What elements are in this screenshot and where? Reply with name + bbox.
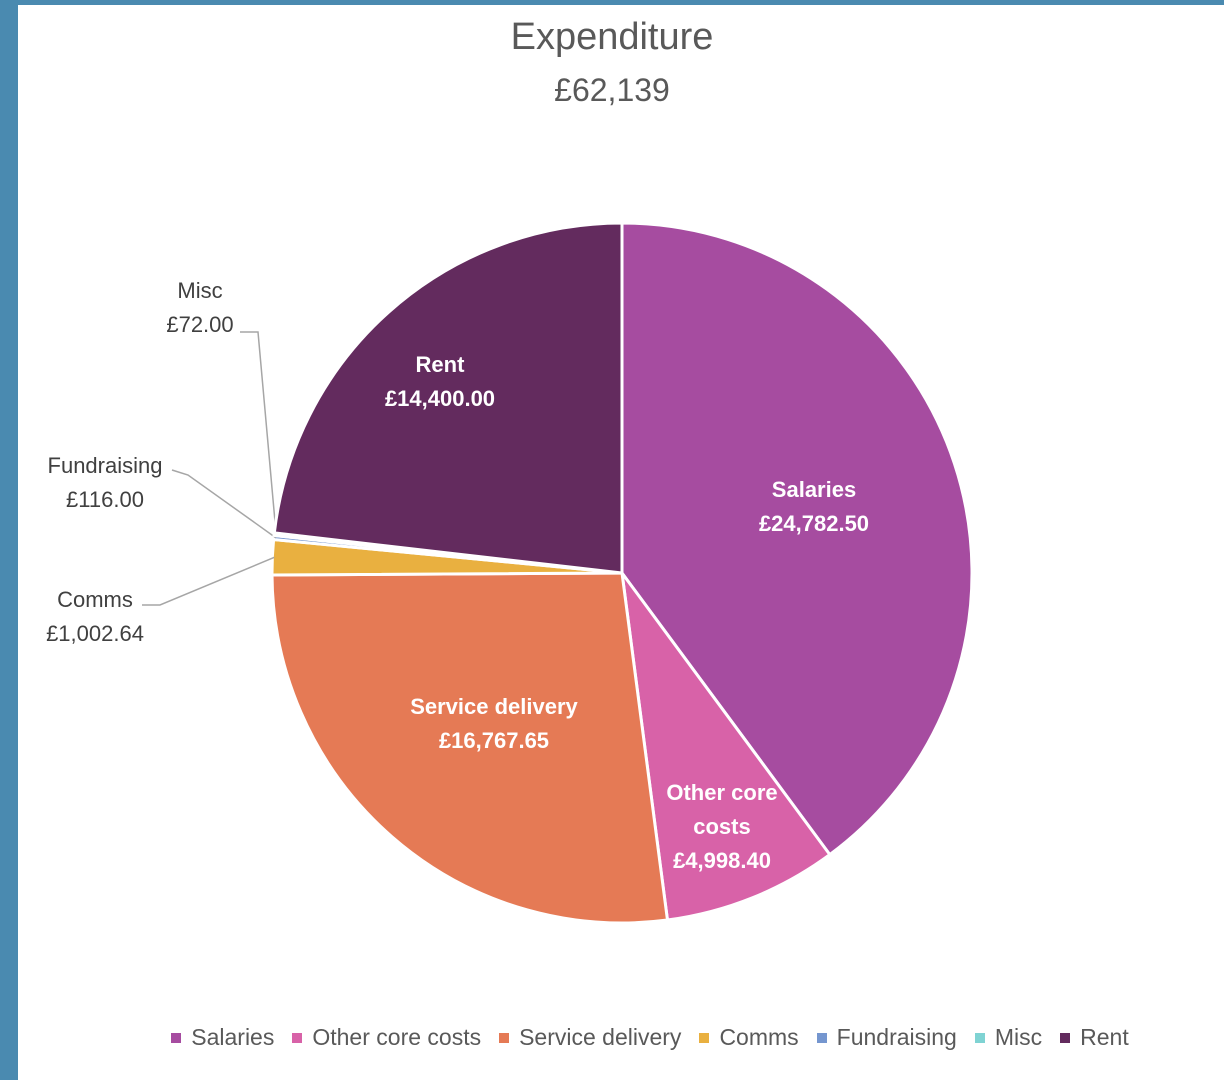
legend-swatch [292, 1032, 303, 1043]
leader-line [142, 556, 275, 606]
data-label-value: £1,002.64 [46, 621, 144, 646]
data-label-name: Rent [415, 352, 465, 377]
pie-slice [272, 221, 624, 575]
data-label-name: Fundraising [47, 453, 163, 478]
data-label-value: £24,782.50 [758, 511, 870, 536]
data-label: Service delivery £16,767.65 [364, 690, 624, 758]
data-label-name: Other core costs [666, 780, 778, 839]
data-label-value: £116.00 [66, 487, 144, 512]
legend-swatch [699, 1032, 710, 1043]
pie-slice [619, 567, 832, 922]
legend-item: Service delivery [499, 1024, 681, 1051]
data-label-value: £14,400.00 [384, 386, 496, 411]
legend-item: Rent [1060, 1024, 1129, 1051]
legend: Salaries Other core costs Service delivery… [0, 1024, 1224, 1051]
legend-item: Fundraising [816, 1024, 957, 1051]
legend-label: Comms [719, 1024, 799, 1050]
legend-item: Comms [699, 1024, 799, 1051]
legend-label: Fundraising [836, 1024, 957, 1050]
data-label-value: £4,998.40 [673, 848, 771, 873]
legend-swatch [816, 1032, 827, 1043]
data-label: Fundraising £116.00 [5, 449, 205, 517]
legend-label: Other core costs [312, 1024, 482, 1050]
leader-line [240, 331, 277, 535]
pie-slice [270, 571, 670, 925]
data-label-name: Comms [57, 587, 133, 612]
data-label: Other core costs £4,998.40 [657, 776, 787, 878]
chart-title: Expenditure [510, 16, 714, 58]
legend-label: Misc [994, 1024, 1043, 1050]
data-label-name: Misc [177, 278, 223, 303]
legend-label: Salaries [191, 1024, 275, 1050]
legend-swatch [974, 1032, 985, 1043]
legend-item: Other core costs [292, 1024, 481, 1051]
data-label: Comms £1,002.64 [0, 583, 195, 651]
data-label: Misc £72.00 [100, 274, 300, 342]
leader-line [171, 469, 277, 539]
legend-item: Salaries [171, 1024, 274, 1051]
legend-swatch [171, 1032, 182, 1043]
legend-label: Service delivery [519, 1024, 682, 1050]
legend-label: Rent [1080, 1024, 1129, 1050]
data-label: Salaries £24,782.50 [684, 473, 944, 541]
legend-item: Misc [974, 1024, 1043, 1051]
data-label-value: £72.00 [166, 312, 234, 337]
data-label-name: Service delivery [410, 694, 578, 719]
legend-swatch [499, 1032, 510, 1043]
data-label-name: Salaries [771, 477, 857, 502]
legend-swatch [1060, 1032, 1071, 1043]
chart-subtitle: £62,139 [554, 72, 670, 108]
data-label-value: £16,767.65 [438, 728, 550, 753]
pie-slice [620, 221, 974, 857]
data-label: Rent £14,400.00 [310, 348, 570, 416]
